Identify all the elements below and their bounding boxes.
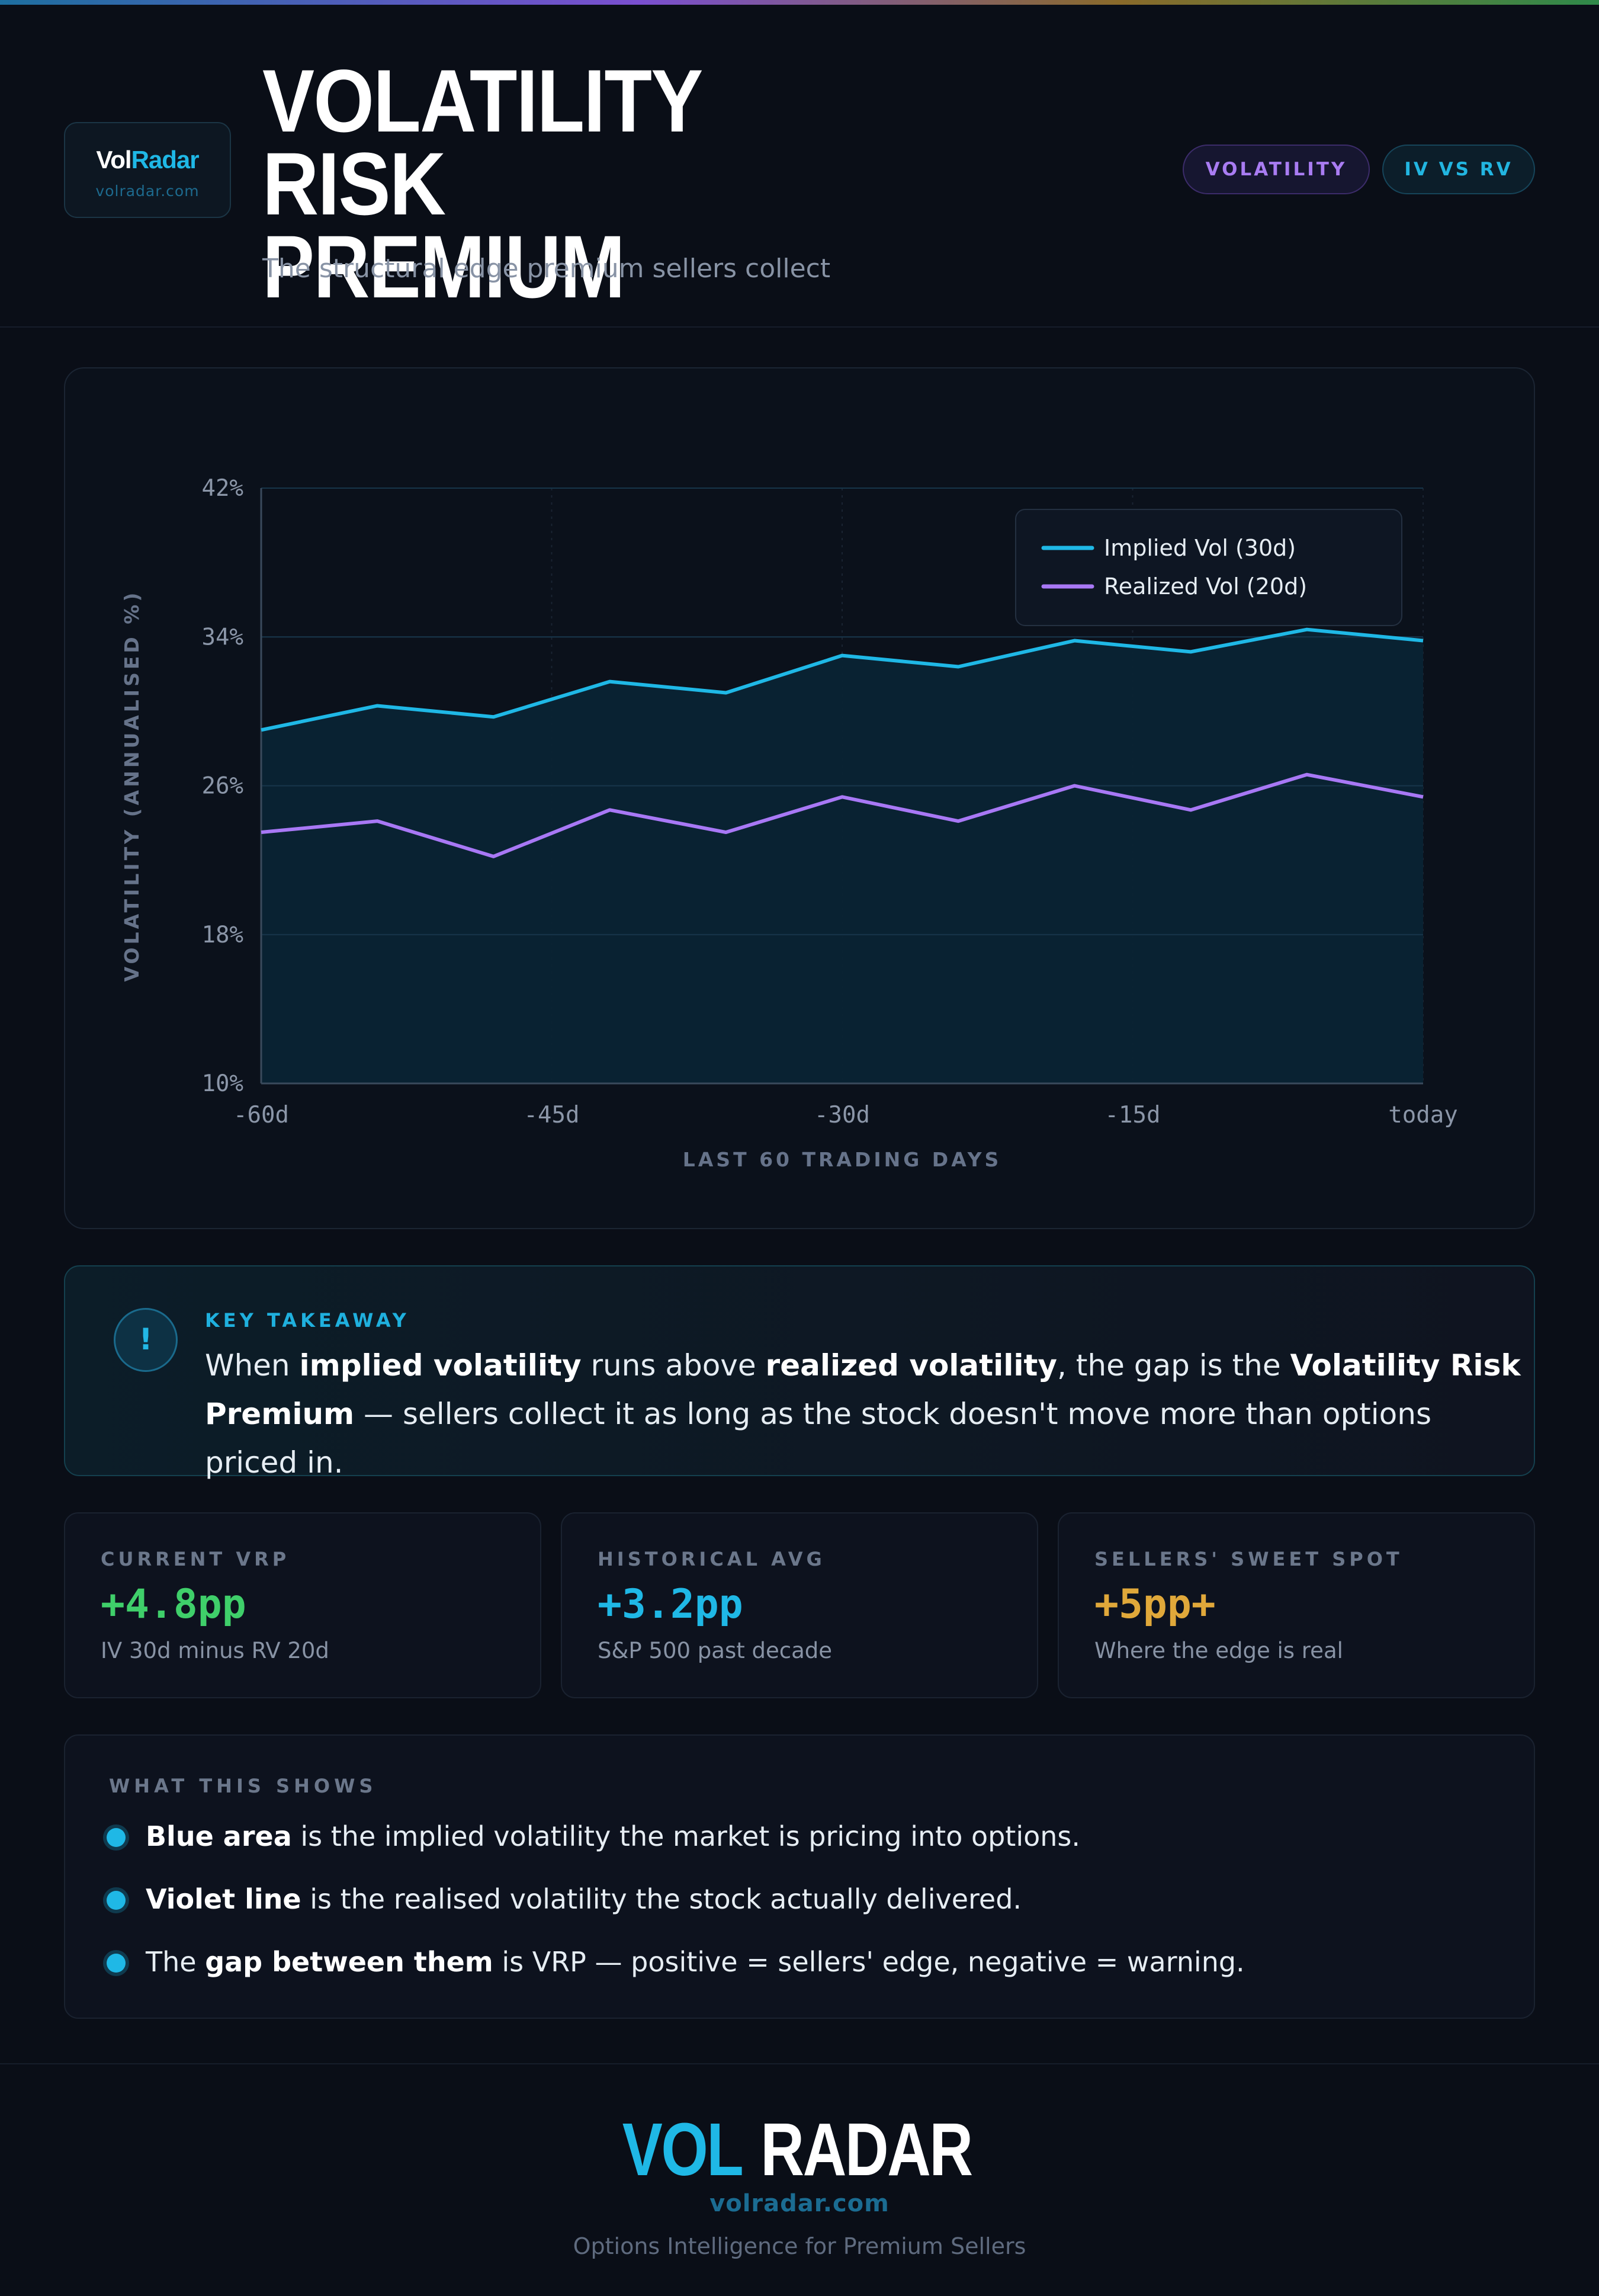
x-tick-label: -30d bbox=[814, 1102, 870, 1128]
page-title: VOLATILITY RISK PREMIUM bbox=[262, 51, 702, 316]
key-takeaway: ! KEY TAKEAWAY When implied volatility r… bbox=[64, 1265, 1535, 1480]
y-tick-label: 26% bbox=[202, 773, 243, 800]
y-tick-label: 34% bbox=[202, 624, 243, 650]
implied-vol-area bbox=[261, 629, 1423, 1083]
footer-tagline: Options Intelligence for Premium Sellers bbox=[573, 2233, 1026, 2259]
stat-note: Where the edge is real bbox=[1094, 1638, 1343, 1663]
header: VolRadar volradar.com VOLATILITY RISK PR… bbox=[0, 5, 1599, 328]
stat-note: S&P 500 past decade bbox=[598, 1638, 833, 1663]
stat-current-vrp: CURRENT VRP +4.8pp IV 30d minus RV 20d bbox=[64, 1512, 541, 1698]
x-tick-label: -45d bbox=[524, 1102, 580, 1128]
stat-value: +4.8pp bbox=[101, 1581, 246, 1628]
takeaway-text: When implied volatility runs above reali… bbox=[205, 1348, 1521, 1480]
x-axis-title: LAST 60 TRADING DAYS bbox=[683, 1148, 1002, 1171]
footer-logo: VOL RADAR bbox=[622, 2108, 973, 2191]
footer-divider bbox=[0, 2063, 1599, 2064]
shows-label: WHAT THIS SHOWS bbox=[109, 1775, 377, 1797]
vrp-chart: 10% 18% 26% 34% 42% -60d -45d -30d -15d today LAST… bbox=[120, 475, 1458, 1171]
stat-label: CURRENT VRP bbox=[101, 1548, 290, 1570]
y-tick-label: 10% bbox=[202, 1070, 243, 1097]
brand-logo[interactable]: VolRadar volradar.com bbox=[64, 122, 231, 218]
x-tick-label: -60d bbox=[233, 1102, 289, 1128]
chart-card: 10% 18% 26% 34% 42% -60d -45d -30d -15d today LAST… bbox=[64, 367, 1535, 1229]
stat-label: SELLERS' SWEET SPOT bbox=[1094, 1548, 1403, 1570]
legend-label-realized: Realized Vol (20d) bbox=[1104, 573, 1307, 599]
logo-wordmark: VolRadar bbox=[96, 146, 199, 174]
footer-url[interactable]: volradar.com bbox=[709, 2190, 890, 2217]
alert-icon: ! bbox=[114, 1308, 178, 1372]
bullet-dot-icon bbox=[107, 1828, 126, 1847]
stat-label: HISTORICAL AVG bbox=[598, 1548, 826, 1570]
bullet-dot-icon bbox=[107, 1954, 126, 1973]
y-tick-label: 42% bbox=[202, 475, 243, 502]
tag-volatility[interactable]: VOLATILITY bbox=[1183, 145, 1370, 194]
stat-value: +3.2pp bbox=[598, 1581, 743, 1628]
y-tick-label: 18% bbox=[202, 922, 243, 948]
tag-iv-vs-rv[interactable]: IV VS RV bbox=[1382, 145, 1535, 194]
what-this-shows: WHAT THIS SHOWS bbox=[64, 1734, 1535, 2019]
implied-vol-line bbox=[261, 627, 1424, 732]
x-tick-label: -15d bbox=[1105, 1102, 1161, 1128]
accent-bar bbox=[0, 0, 1599, 5]
stat-value: +5pp+ bbox=[1094, 1581, 1216, 1628]
x-tick-label: today bbox=[1388, 1102, 1457, 1128]
page-subtitle: The structural edge premium sellers coll… bbox=[262, 254, 831, 284]
logo-url: volradar.com bbox=[95, 182, 200, 200]
stat-historical-avg: HISTORICAL AVG +3.2pp S&P 500 past decad… bbox=[561, 1512, 1038, 1698]
stat-note: IV 30d minus RV 20d bbox=[101, 1638, 329, 1663]
legend-box bbox=[1015, 509, 1402, 626]
stat-sweet-spot: SELLERS' SWEET SPOT +5pp+ Where the edge… bbox=[1058, 1512, 1535, 1698]
legend-label-implied: Implied Vol (30d) bbox=[1104, 535, 1296, 561]
takeaway-label: KEY TAKEAWAY bbox=[205, 1309, 410, 1332]
bullet-dot-icon bbox=[107, 1891, 126, 1910]
y-axis-title: VOLATILITY (ANNUALISED %) bbox=[120, 590, 143, 982]
realized-vol-line bbox=[261, 772, 1424, 858]
